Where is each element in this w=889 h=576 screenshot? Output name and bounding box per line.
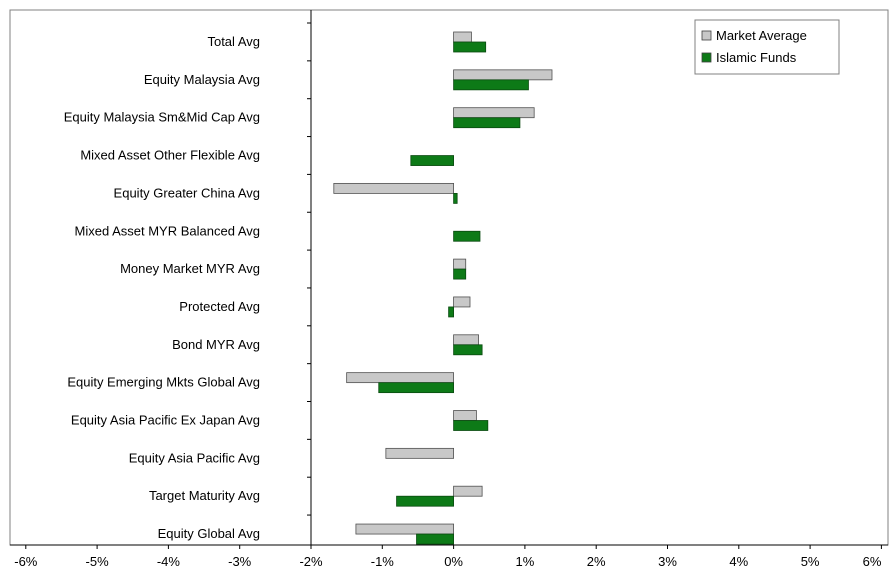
x-tick-label: 4% [729,554,748,569]
legend-box [694,19,840,75]
bar-islamic-funds [453,117,521,129]
category-label: Bond MYR Avg [172,337,260,352]
bar-islamic-funds [416,533,454,545]
legend-label: Market Average [716,28,807,43]
category-labels-group: Total Avg Equity Malaysia Avg Equity Malay… [64,34,260,541]
x-tick-label: -2% [299,554,323,569]
category-label: Equity Greater China Avg [114,185,260,200]
bar-islamic-funds [453,41,487,53]
x-tick-label: 0% [444,554,463,569]
bar-islamic-funds [448,306,455,318]
bar-islamic-funds [453,192,458,204]
x-tick-labels-group: -6% -5% -4% -3% -2% -1% 0% 1% 2% 3% 4% 5% 6% [14,554,882,569]
x-tick-label: -3% [228,554,252,569]
bar-islamic-funds [410,155,455,166]
bar-islamic-funds [396,495,454,507]
category-label: Money Market MYR Avg [120,261,260,276]
category-label: Equity Asia Pacific Ex Japan Avg [71,413,260,428]
bar-islamic-funds [453,79,529,91]
category-label: Mixed Asset Other Flexible Avg [80,148,260,163]
bar-islamic-funds [453,420,489,431]
bar-market-average [333,182,455,194]
legend: Market Average Islamic Funds [694,19,840,75]
bar-islamic-funds [453,344,483,356]
x-tick-label: 6% [863,554,882,569]
legend-swatch-market-average [701,30,712,41]
bar-islamic-funds [453,268,467,280]
bar-market-average [385,447,454,459]
bar-market-average [453,258,467,270]
category-label: Equity Asia Pacific Avg [129,450,260,465]
category-label: Protected Avg [179,299,260,314]
category-label: Target Maturity Avg [149,488,260,503]
bar-market-average [453,107,535,119]
x-tick-label: -5% [86,554,110,569]
category-label: Equity Malaysia Avg [144,72,260,87]
x-tick-label: 3% [658,554,677,569]
category-label: Mixed Asset MYR Balanced Avg [75,223,260,238]
bar-market-average [453,334,479,346]
bar-market-average [453,69,553,81]
bars-group [333,31,553,545]
bar-market-average [453,31,472,43]
category-label: Total Avg [207,34,260,49]
bar-market-average [346,372,454,384]
x-tick-label: -1% [371,554,395,569]
legend-label: Islamic Funds [716,50,797,65]
x-tick-label: -6% [14,554,38,569]
x-tick-label: -4% [157,554,181,569]
legend-swatch-islamic-funds [701,52,712,63]
x-tick-label: 1% [516,554,535,569]
bar-market-average [453,485,483,497]
x-tick-label: 5% [801,554,820,569]
bar-islamic-funds [453,230,481,242]
bar-market-average [453,296,471,308]
category-label: Equity Malaysia Sm&Mid Cap Avg [64,110,260,125]
category-label: Equity Global Avg [158,526,260,541]
bar-market-average [355,523,455,535]
bar-islamic-funds [378,382,454,394]
category-label: Equity Emerging Mkts Global Avg [67,375,260,390]
x-tick-label: 2% [587,554,606,569]
axes-group [10,10,888,549]
bar-market-average [453,410,477,421]
